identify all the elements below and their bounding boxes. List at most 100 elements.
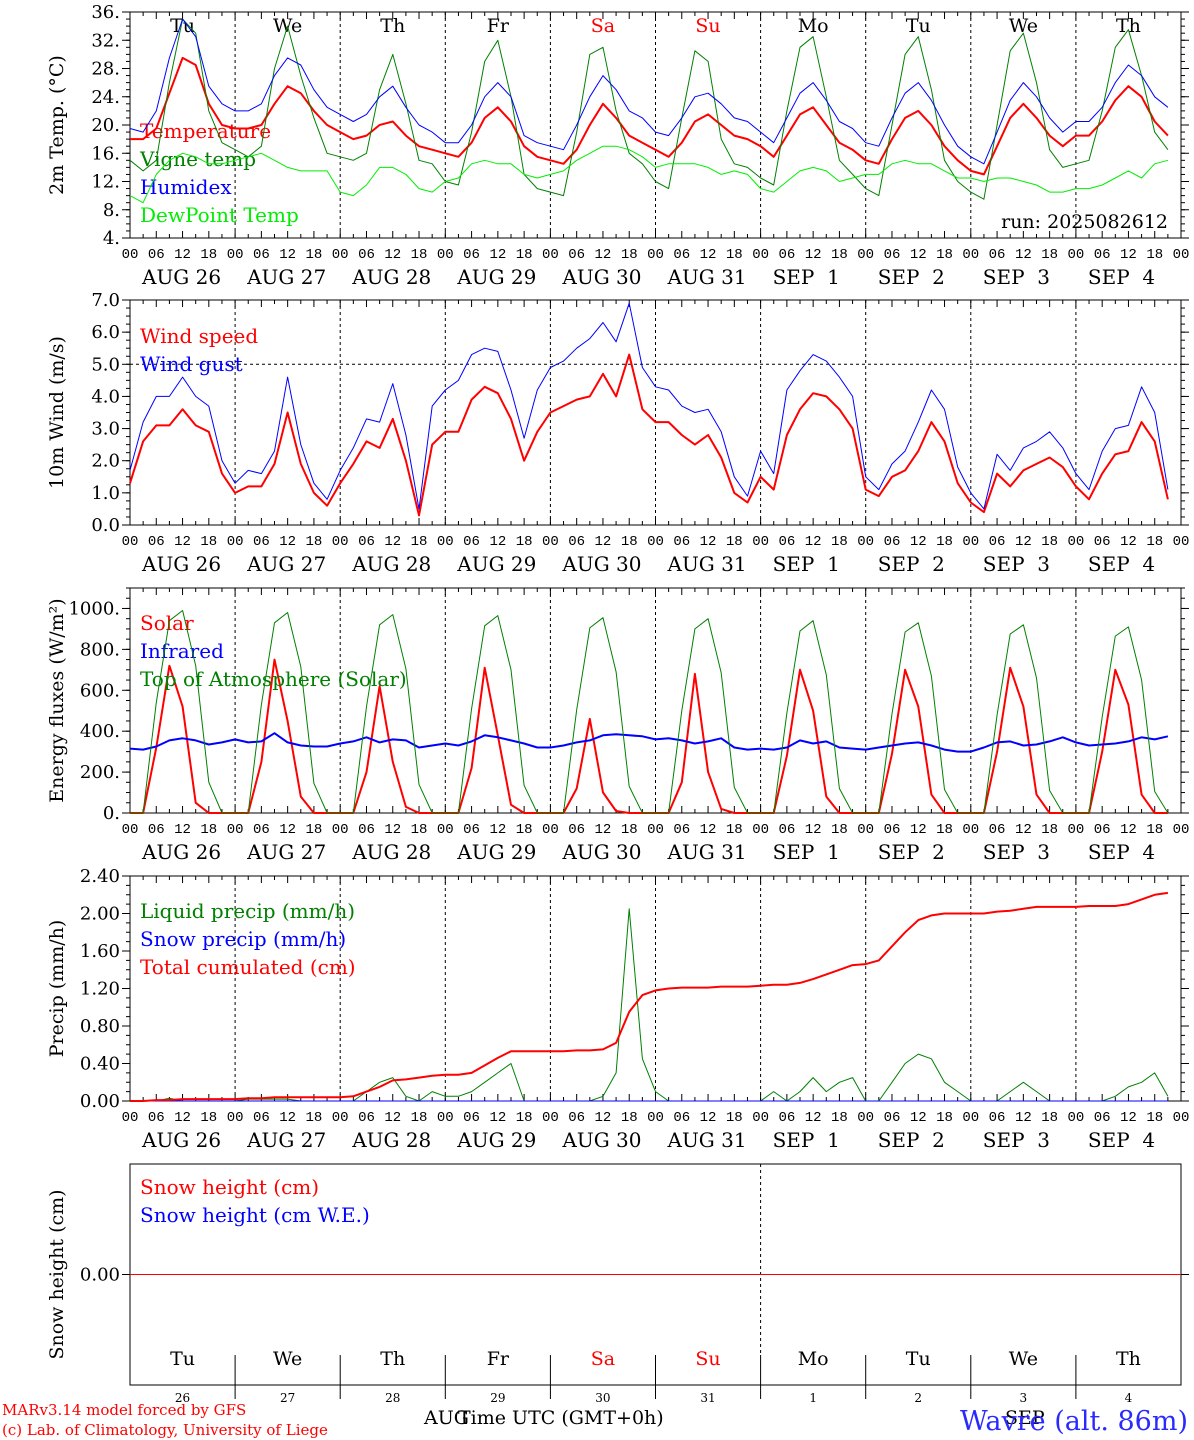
hour-label: 12 — [174, 247, 191, 263]
legend-entry: Solar — [140, 611, 194, 635]
panels: 4.8.12.16.20.24.28.32.36.2m Temp. (°C)00… — [46, 2, 1189, 1405]
hour-label: 18 — [621, 1110, 638, 1126]
hour-label: 18 — [726, 1110, 743, 1126]
weekday-label: Sa — [591, 15, 615, 37]
y-tick-label: 6.0 — [91, 322, 120, 343]
hour-label: 06 — [673, 1110, 690, 1126]
date-label: AUG 30 — [561, 552, 641, 576]
panel-wind: 0.0 1.0 2.0 3.0 4.0 5.0 6.0 7.0 10m Wind (m/s) 00… — [46, 290, 1189, 576]
hour-label: 12 — [1015, 1110, 1032, 1126]
weekday-label: Fr — [487, 1348, 510, 1370]
hour-label: 00 — [1173, 534, 1190, 550]
y-tick-label: 3.0 — [91, 419, 120, 440]
date-label: AUG 26 — [141, 840, 221, 864]
hour-label: 12 — [805, 247, 822, 263]
y-tick-label: 24. — [91, 87, 120, 108]
hour-label: 06 — [463, 534, 480, 550]
panel-temp: 4. 8. 12. 16. 20. 24. 28. 32. 36. 2m Temp. (°C) 00… — [46, 2, 1189, 289]
date-label: SEP 3 — [983, 265, 1050, 289]
y-tick-label: 400. — [80, 721, 120, 742]
hour-label: 18 — [726, 247, 743, 263]
hour-label: 00 — [962, 247, 979, 263]
date-label: SEP 3 — [983, 552, 1050, 576]
y-tick-label: 16. — [91, 143, 120, 164]
date-label: AUG 31 — [667, 552, 747, 576]
hour-label: 00 — [1173, 822, 1190, 838]
hour-label: 00 — [962, 822, 979, 838]
hour-label: 06 — [463, 247, 480, 263]
hour-label: 06 — [673, 822, 690, 838]
hour-label: 18 — [306, 1110, 323, 1126]
date-label: AUG 28 — [351, 840, 431, 864]
hour-label: 12 — [174, 822, 191, 838]
hour-label: 18 — [1041, 822, 1058, 838]
series-line-energy-2 — [130, 610, 1169, 814]
y-axis-title: 10m Wind (m/s) — [46, 336, 68, 489]
hour-label: 18 — [200, 822, 217, 838]
date-label: AUG 27 — [246, 1128, 326, 1152]
hour-label: 18 — [621, 247, 638, 263]
date-label: AUG 30 — [561, 265, 641, 289]
hour-label: 00 — [122, 822, 139, 838]
hour-label: 18 — [411, 1110, 428, 1126]
hour-label: 12 — [1015, 822, 1032, 838]
hour-label: 12 — [489, 822, 506, 838]
hour-label: 06 — [568, 822, 585, 838]
hour-label: 00 — [227, 1110, 244, 1126]
hour-label: 12 — [489, 1110, 506, 1126]
date-label: AUG 27 — [246, 552, 326, 576]
hour-label: 06 — [989, 534, 1006, 550]
hour-label: 00 — [1067, 534, 1084, 550]
date-label: SEP 1 — [773, 552, 840, 576]
date-label: AUG 30 — [561, 1128, 641, 1152]
y-tick-label: 7.0 — [91, 290, 120, 311]
y-tick-label: 0.00 — [80, 1265, 120, 1286]
hour-label: 06 — [884, 247, 901, 263]
hour-label: 00 — [542, 247, 559, 263]
hour-label: 00 — [857, 534, 874, 550]
hour-label: 18 — [831, 247, 848, 263]
hour-label: 00 — [122, 247, 139, 263]
hour-label: 18 — [936, 534, 953, 550]
y-tick-label: 12. — [91, 172, 120, 193]
y-tick-label: 5.0 — [91, 354, 120, 375]
hour-label: 18 — [306, 822, 323, 838]
hour-label: 06 — [253, 1110, 270, 1126]
hour-label: 12 — [700, 1110, 717, 1126]
weekday-label: Su — [695, 15, 720, 37]
date-label: AUG 31 — [667, 1128, 747, 1152]
hour-label: 18 — [936, 247, 953, 263]
hour-label: 06 — [778, 534, 795, 550]
y-tick-label: 0.0 — [91, 515, 120, 536]
hour-label: 06 — [1094, 534, 1111, 550]
weekday-label: Mo — [798, 1348, 829, 1370]
y-tick-label: 600. — [80, 680, 120, 701]
hour-label: 06 — [1094, 822, 1111, 838]
hour-label: 18 — [831, 534, 848, 550]
hour-label: 18 — [831, 1110, 848, 1126]
hour-label: 18 — [621, 822, 638, 838]
hour-label: 06 — [778, 1110, 795, 1126]
hour-label: 06 — [358, 1110, 375, 1126]
hour-label: 00 — [332, 247, 349, 263]
weekday-label: Th — [380, 1348, 405, 1370]
hour-label: 18 — [516, 247, 533, 263]
hour-label: 00 — [122, 1110, 139, 1126]
panel-precip: 0.00 0.40 0.80 1.20 1.60 2.00 2.40 Precip (mm/h… — [46, 866, 1189, 1152]
date-label: AUG 30 — [561, 840, 641, 864]
hour-label: 00 — [1173, 247, 1190, 263]
hour-label: 06 — [884, 822, 901, 838]
y-tick-label: 4. — [103, 228, 120, 249]
hour-label: 18 — [306, 247, 323, 263]
hour-label: 06 — [568, 247, 585, 263]
date-label: SEP 2 — [878, 552, 945, 576]
hour-label: 12 — [174, 534, 191, 550]
hour-label: 18 — [411, 534, 428, 550]
hour-label: 00 — [332, 534, 349, 550]
hour-label: 18 — [1146, 822, 1163, 838]
date-label: AUG 28 — [351, 1128, 431, 1152]
series-line-temp-2 — [129, 18, 1169, 165]
hour-label: 12 — [174, 1110, 191, 1126]
y-tick-label: 2.0 — [91, 451, 120, 472]
